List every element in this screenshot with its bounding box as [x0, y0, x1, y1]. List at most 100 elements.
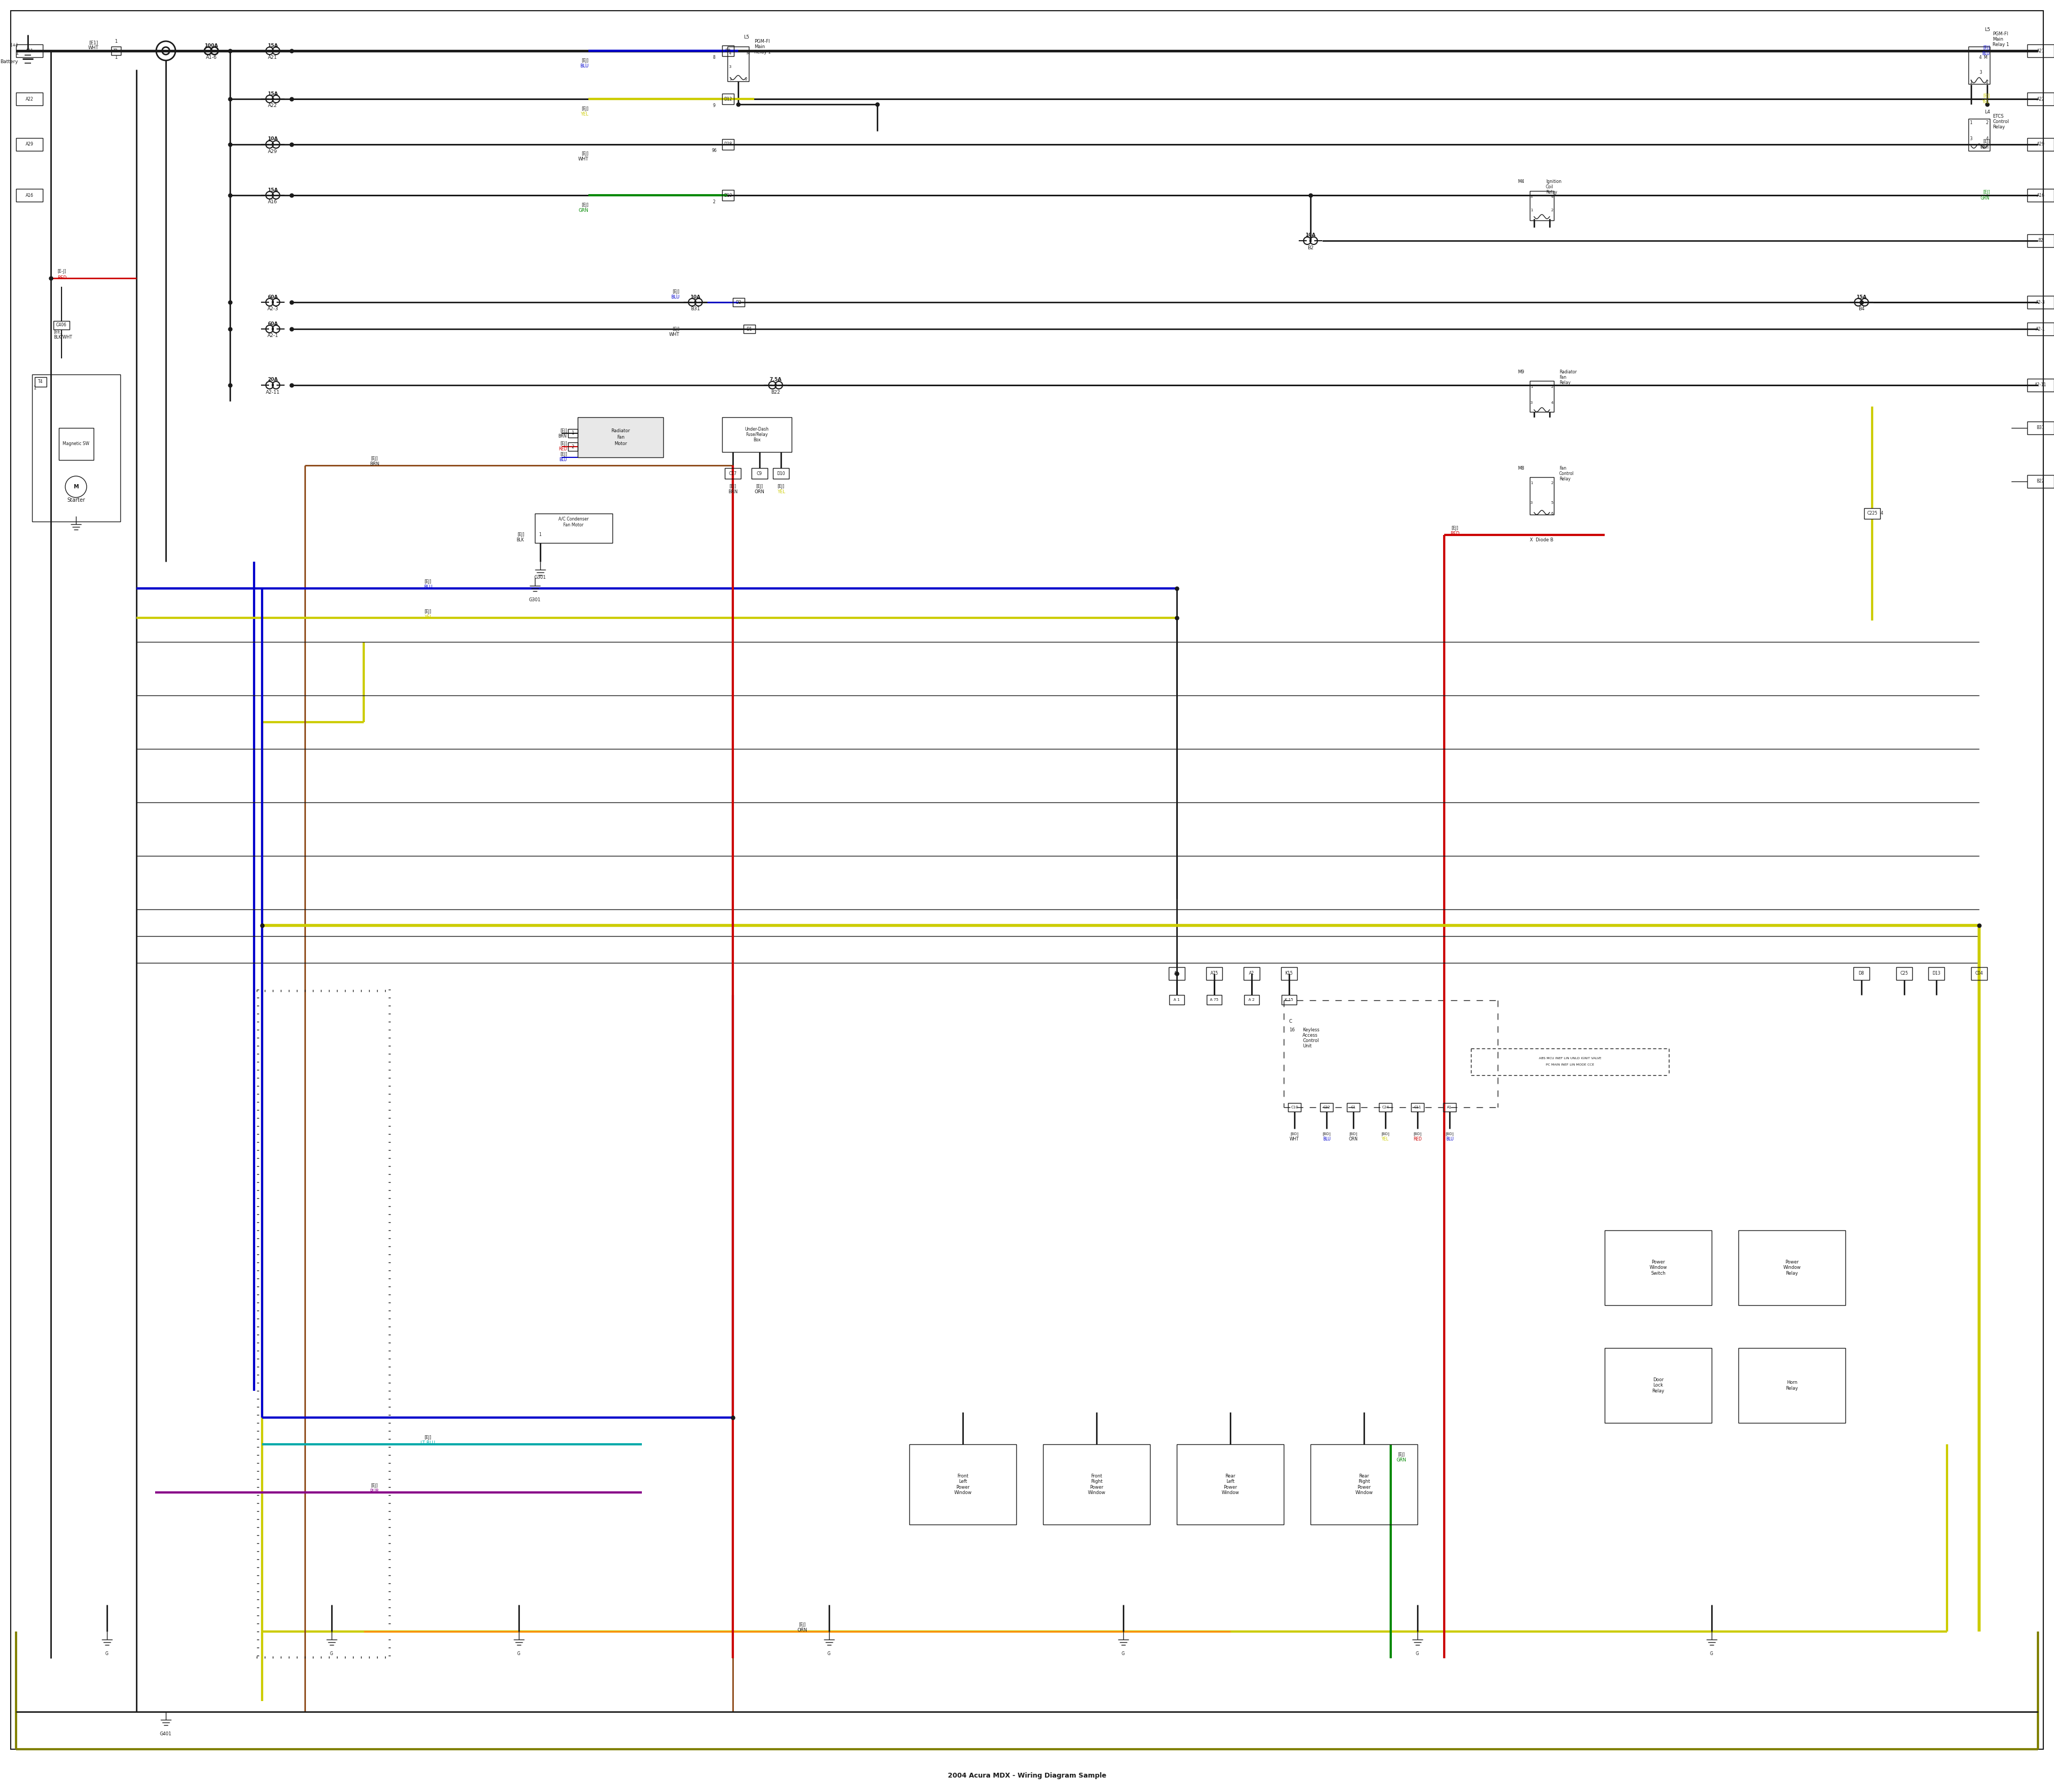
Text: A21: A21 [269, 56, 277, 61]
Text: [EJ]: [EJ] [372, 457, 378, 461]
Text: 100A: 100A [205, 43, 218, 48]
Text: [EJ]
WHT: [EJ] WHT [1980, 140, 1990, 149]
Text: BLU: BLU [423, 584, 431, 590]
Bar [733, 297, 744, 306]
Text: ETCS: ETCS [1992, 115, 2003, 118]
Text: LT BLU: LT BLU [421, 1441, 435, 1446]
Text: Relay: Relay [1559, 380, 1571, 385]
Bar [1530, 382, 1555, 412]
Text: 2: 2 [1551, 208, 1553, 211]
Text: 1: 1 [33, 385, 37, 391]
Text: A 1: A 1 [1173, 998, 1179, 1002]
Bar [1530, 192, 1555, 220]
Bar [752, 468, 768, 478]
Text: Relay: Relay [1559, 477, 1571, 482]
Text: 15A: 15A [1857, 294, 1867, 299]
Text: BLU: BLU [559, 457, 567, 462]
Text: 3: 3 [1970, 136, 1972, 142]
Text: 7.5A: 7.5A [770, 378, 783, 382]
Text: PGM-FI: PGM-FI [1992, 30, 2009, 36]
Text: M9: M9 [1518, 369, 1524, 375]
Text: A29: A29 [25, 142, 33, 147]
Text: 4: 4 [1551, 401, 1553, 405]
Text: D12: D12 [723, 97, 731, 102]
Text: G: G [1121, 1652, 1126, 1656]
Text: YEL: YEL [423, 615, 431, 620]
Bar [2027, 138, 2054, 151]
Text: Horn
Relay: Horn Relay [1785, 1380, 1797, 1391]
Bar [1530, 477, 1555, 514]
Text: PUR: PUR [370, 1489, 380, 1495]
Text: 1: 1 [729, 77, 731, 81]
Text: A2: A2 [1249, 971, 1255, 977]
Text: 6: 6 [1551, 513, 1553, 514]
Text: BRN: BRN [559, 434, 567, 439]
Text: Relay 1: Relay 1 [1992, 41, 2009, 47]
Text: BLU: BLU [579, 63, 587, 68]
Text: G: G [1711, 1652, 1713, 1656]
Text: A21: A21 [2038, 48, 2044, 54]
Text: 1: 1 [115, 39, 117, 43]
Text: Fan: Fan [1559, 466, 1567, 471]
Text: 2: 2 [571, 444, 575, 450]
Bar [1288, 1104, 1300, 1111]
Text: M: M [74, 484, 78, 489]
Bar [1972, 968, 1986, 980]
Text: K 15: K 15 [1286, 998, 1294, 1002]
Text: 4: 4 [1551, 195, 1553, 199]
Text: 10A: 10A [690, 294, 700, 299]
Bar [1177, 1444, 1284, 1525]
Text: [BD]: [BD] [1380, 1133, 1389, 1136]
Text: C11: C11 [1413, 1106, 1421, 1109]
Text: Starter: Starter [68, 498, 86, 504]
Text: M8: M8 [1518, 466, 1524, 471]
Text: B31: B31 [2038, 425, 2044, 430]
Text: K15: K15 [1286, 971, 1294, 977]
Text: A2-11: A2-11 [265, 389, 279, 394]
Text: [EE]: [EE] [53, 330, 62, 333]
Text: M: M [746, 52, 750, 56]
Text: A75: A75 [1210, 971, 1218, 977]
Bar [1169, 995, 1185, 1005]
Text: BLK: BLK [516, 538, 524, 543]
Text: B4: B4 [1859, 306, 1865, 312]
Text: ORN: ORN [797, 1629, 807, 1633]
Text: Fan: Fan [616, 435, 624, 439]
Text: [BD]: [BD] [1446, 1133, 1454, 1136]
Text: C24: C24 [1382, 1106, 1389, 1109]
Text: [EJ]: [EJ] [581, 152, 587, 156]
Bar [2027, 296, 2054, 308]
Text: 15A: 15A [267, 188, 277, 192]
Text: 1: 1 [1970, 79, 1972, 84]
Text: Radiator: Radiator [1559, 369, 1577, 375]
Bar [35, 376, 47, 387]
Bar [16, 45, 43, 57]
Text: 1: 1 [1530, 208, 1532, 211]
Text: 10A: 10A [1304, 233, 1317, 238]
Text: 2: 2 [1986, 79, 1988, 84]
Text: 3: 3 [1980, 70, 1982, 75]
Text: Power
Window
Switch: Power Window Switch [1649, 1260, 1668, 1276]
Text: BLU: BLU [1323, 1136, 1331, 1142]
Text: BLK/WHT: BLK/WHT [53, 335, 72, 339]
Text: [EJ]: [EJ] [778, 484, 785, 489]
Text: 2: 2 [1551, 385, 1553, 389]
Text: A22: A22 [269, 104, 277, 108]
Text: Box: Box [754, 437, 760, 443]
Bar [1738, 1348, 1844, 1423]
Bar [2027, 93, 2054, 106]
Text: C225: C225 [1867, 511, 1877, 516]
Text: YEL: YEL [581, 111, 587, 116]
Text: A1: A1 [1175, 971, 1179, 977]
Bar [1411, 1104, 1423, 1111]
Text: T4: T4 [39, 380, 43, 383]
Bar [1968, 47, 1990, 84]
Text: GRN: GRN [1397, 1459, 1407, 1462]
Text: [EJ]: [EJ] [581, 202, 587, 208]
Text: A1-6: A1-6 [205, 56, 218, 61]
Bar [910, 1444, 1017, 1525]
Text: PGM-FI: PGM-FI [754, 39, 770, 43]
Text: ORN: ORN [754, 489, 764, 495]
Text: Fuse/Relay: Fuse/Relay [746, 432, 768, 437]
Text: B22: B22 [2038, 478, 2044, 484]
